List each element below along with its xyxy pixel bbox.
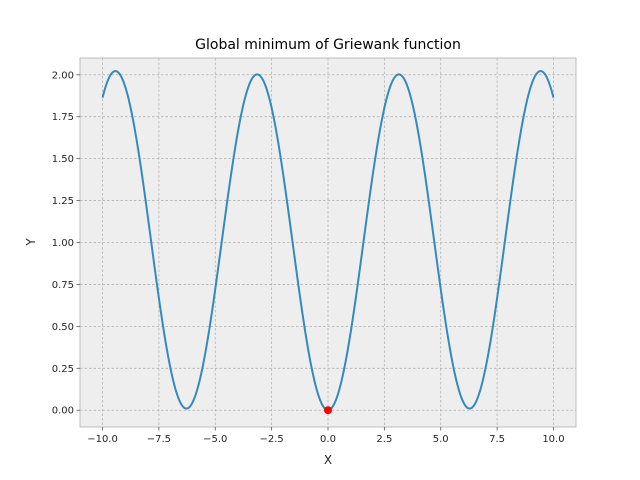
- x-tick-label: 0.0: [320, 434, 336, 445]
- y-tick-label: 0.00: [52, 406, 74, 417]
- x-tick-label: 7.5: [489, 434, 505, 445]
- y-tick-label: 1.25: [52, 196, 74, 207]
- y-tick-label: 0.75: [52, 280, 74, 291]
- x-tick-label: 5.0: [433, 434, 449, 445]
- y-tick-label: 1.00: [52, 238, 74, 249]
- x-axis-label: X: [324, 453, 332, 467]
- marker-layer: [324, 406, 332, 415]
- x-tick-label: 10.0: [542, 434, 564, 445]
- x-tick-label: −7.5: [147, 434, 171, 445]
- x-tick-label: 2.5: [376, 434, 392, 445]
- y-tick-label: 2.00: [52, 70, 74, 81]
- y-axis-label: Y: [24, 238, 38, 247]
- y-tick-label: 1.75: [52, 112, 74, 123]
- y-tick-label: 0.50: [52, 322, 74, 333]
- y-ticks: 0.00 0.25 0.50 0.75 1.00 1.25 1.50 1.75 2.00: [52, 70, 80, 417]
- x-tick-label: −2.5: [259, 434, 283, 445]
- y-tick-label: 0.25: [52, 364, 74, 375]
- global-minimum-marker: [324, 406, 332, 415]
- x-ticks: −10.0 −7.5 −5.0 −2.5 0.0 2.5 5.0 7.5 10.0: [87, 427, 565, 445]
- x-tick-label: −10.0: [87, 434, 118, 445]
- x-tick-label: −5.0: [203, 434, 227, 445]
- chart-title: Global minimum of Griewank function: [195, 37, 461, 53]
- y-tick-label: 1.50: [52, 154, 74, 165]
